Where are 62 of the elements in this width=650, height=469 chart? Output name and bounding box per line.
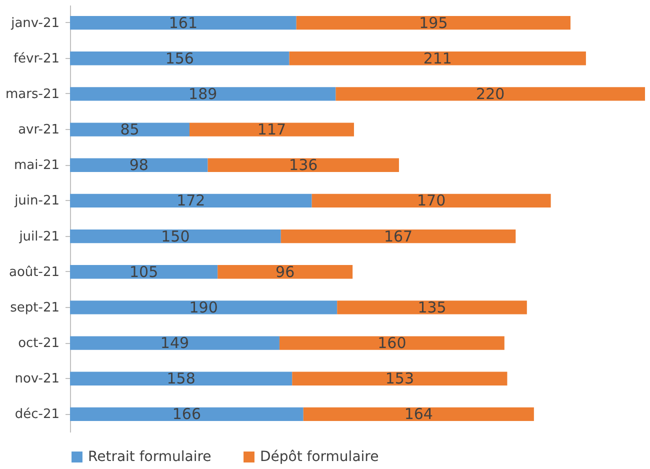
data-label: 105 bbox=[129, 262, 158, 281]
bar bbox=[296, 16, 570, 30]
bar bbox=[70, 336, 280, 350]
y-tick-label: janv-21 bbox=[10, 16, 60, 31]
bar bbox=[292, 372, 508, 386]
legend-label: Dépôt formulaire bbox=[260, 449, 379, 465]
bar bbox=[337, 300, 527, 314]
bar bbox=[70, 407, 304, 422]
data-label: 150 bbox=[161, 227, 190, 246]
y-tick-label: mai-21 bbox=[14, 158, 60, 174]
data-label: 156 bbox=[165, 49, 194, 68]
data-label: 172 bbox=[176, 192, 206, 210]
bar bbox=[208, 158, 399, 172]
bar bbox=[279, 336, 504, 350]
bar bbox=[70, 16, 296, 30]
y-tick-label: juin-21 bbox=[14, 194, 60, 209]
data-label: 160 bbox=[378, 334, 406, 352]
bar bbox=[218, 265, 353, 279]
data-label: 166 bbox=[172, 405, 202, 424]
data-label: 85 bbox=[120, 120, 140, 139]
data-label: 136 bbox=[289, 156, 318, 174]
data-label: 135 bbox=[418, 298, 446, 316]
data-label: 117 bbox=[257, 120, 286, 139]
data-label: 164 bbox=[404, 405, 433, 424]
data-label: 96 bbox=[276, 262, 295, 281]
data-label: 153 bbox=[385, 370, 414, 388]
bar bbox=[70, 87, 336, 101]
bar bbox=[70, 158, 208, 172]
data-label: 149 bbox=[160, 334, 190, 352]
y-tick-label: oct-21 bbox=[18, 336, 60, 352]
data-label: 161 bbox=[168, 14, 198, 32]
y-tick-label: août-21 bbox=[9, 264, 60, 280]
data-label: 211 bbox=[423, 49, 452, 68]
bar bbox=[303, 407, 534, 422]
data-label: 189 bbox=[188, 84, 218, 103]
bar bbox=[70, 194, 312, 208]
data-label: 167 bbox=[384, 227, 413, 246]
data-label: 98 bbox=[129, 156, 148, 174]
bar bbox=[70, 52, 290, 66]
data-label: 190 bbox=[189, 298, 218, 316]
bar bbox=[280, 229, 516, 244]
y-tick-label: avr-21 bbox=[18, 122, 60, 138]
bar bbox=[190, 122, 354, 136]
bar bbox=[70, 122, 190, 136]
y-tick-label: févr-21 bbox=[13, 51, 60, 66]
y-tick-label: juil-21 bbox=[18, 229, 60, 244]
y-tick-label: mars-21 bbox=[6, 86, 60, 102]
data-label: 220 bbox=[476, 84, 505, 103]
data-label: 170 bbox=[416, 192, 446, 210]
bar bbox=[70, 372, 292, 386]
y-tick-label: sept-21 bbox=[10, 300, 60, 316]
bar bbox=[70, 300, 338, 314]
data-label: 158 bbox=[166, 370, 196, 388]
legend-label: Retrait formulaire bbox=[88, 449, 212, 465]
bar bbox=[289, 52, 586, 66]
bar bbox=[336, 87, 645, 101]
bar bbox=[312, 194, 551, 208]
bar bbox=[70, 265, 218, 279]
data-label: 195 bbox=[419, 14, 448, 32]
y-tick-label: déc-21 bbox=[14, 407, 60, 422]
y-tick-label: nov-21 bbox=[14, 372, 60, 387]
bar bbox=[70, 229, 281, 244]
